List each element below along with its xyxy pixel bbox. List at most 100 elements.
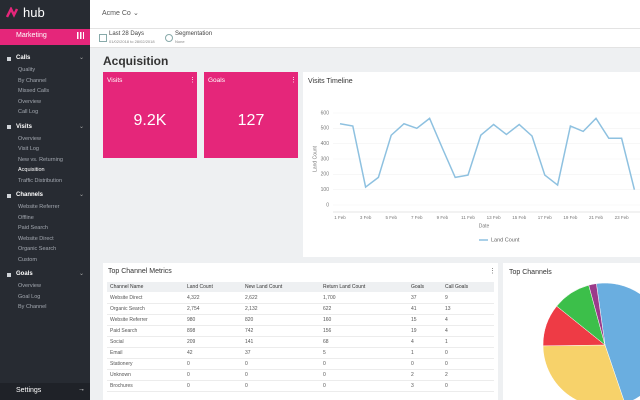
- x-tick-label: 3 Feb: [360, 215, 372, 220]
- x-axis-label: Date: [479, 223, 490, 229]
- nav-item[interactable]: Missed Calls: [18, 88, 50, 94]
- table-cell: 68: [323, 339, 329, 345]
- nav-item[interactable]: Website Direct: [18, 235, 54, 242]
- table-cell: 0: [411, 361, 414, 367]
- segmentation[interactable]: Segmentation: [175, 31, 213, 37]
- table-cell: 2: [445, 372, 448, 378]
- table-cell: 41: [411, 306, 417, 312]
- nav-item[interactable]: Visit Log: [18, 146, 39, 152]
- table-cell: 2: [411, 372, 414, 378]
- nav-item[interactable]: By Channel: [18, 77, 47, 84]
- table-cell: 37: [245, 350, 251, 356]
- page-title: Acquisition: [103, 54, 169, 68]
- x-tick-label: 21 Feb: [589, 215, 604, 220]
- menu-icon[interactable]: ⋮: [489, 268, 496, 275]
- table-cell: 19: [411, 328, 417, 334]
- x-tick-label: 17 Feb: [538, 215, 553, 220]
- pie-panel: Top Channels: [503, 263, 640, 400]
- menu-icon[interactable]: ⋮: [290, 77, 297, 84]
- brand: hub: [23, 5, 45, 20]
- y-axis-label: Land Count: [312, 145, 318, 171]
- settings-bar[interactable]: Settings →: [0, 383, 90, 400]
- nav-item[interactable]: Overview: [18, 135, 41, 142]
- table-cell: 4: [445, 328, 448, 334]
- nav-item[interactable]: Offline: [18, 214, 34, 221]
- top-bar: Acme Co ⌄: [90, 0, 640, 29]
- account[interactable]: Acme Co: [102, 10, 131, 17]
- nav-item[interactable]: Organic Search: [18, 246, 57, 252]
- table-title: Top Channel Metrics: [108, 268, 172, 275]
- table-cell: 160: [323, 317, 332, 323]
- x-tick-label: 1 Feb: [334, 215, 346, 220]
- chevron: ⌄: [79, 192, 85, 198]
- stat-card: Goals ⋮ 127: [204, 72, 298, 158]
- pie-chart: Top Channels: [509, 269, 640, 400]
- pie-slice: [588, 283, 606, 346]
- chevron: ⌄: [79, 123, 85, 130]
- table-cell: 9: [445, 295, 448, 301]
- x-tick-label: 13 Feb: [487, 215, 502, 220]
- group-title[interactable]: Goals: [16, 271, 33, 277]
- row-border: [107, 314, 494, 315]
- caret: ⌄: [133, 10, 139, 17]
- nav-item[interactable]: Acquisition: [18, 167, 45, 173]
- table-header-bg: [107, 282, 494, 292]
- nav-item[interactable]: Custom: [18, 256, 37, 263]
- table-cell: Paid Search: [110, 328, 138, 334]
- section-bar[interactable]: Marketing: [0, 29, 90, 45]
- line-series: [339, 117, 636, 190]
- nav-item[interactable]: New vs. Returning: [18, 156, 63, 163]
- table-cell: 0: [245, 372, 248, 378]
- table-cell: 1,700: [323, 295, 336, 301]
- table-cell: 0: [445, 383, 448, 389]
- nav-item[interactable]: Quality: [18, 67, 36, 73]
- table-cell: 820: [245, 317, 254, 323]
- table-cell: 0: [323, 361, 326, 367]
- segmentation-value: None: [175, 39, 185, 44]
- card-value: 9.2K: [133, 112, 167, 129]
- row-border: [107, 303, 494, 304]
- nav-item[interactable]: Overview: [18, 283, 41, 289]
- pie-slice: [596, 282, 640, 400]
- nav-item[interactable]: Goal Log: [18, 293, 41, 300]
- table-cell: 0: [245, 383, 248, 389]
- stat-card: Visits ⋮ 9.2K: [103, 72, 197, 158]
- row-border: [107, 369, 494, 370]
- nav-item[interactable]: Website Referrer: [18, 204, 60, 210]
- table-cell: 980: [187, 317, 196, 323]
- x-tick-label: 15 Feb: [512, 215, 527, 220]
- range-dates: 01/02/2018 to 28/02/2018: [109, 39, 155, 44]
- timeline-chart: Visits Timeline 0 100 200 300 400 500 600 1 Feb 3…: [308, 78, 640, 243]
- table-cell: 4: [445, 317, 448, 323]
- group-title[interactable]: Visits: [16, 123, 32, 130]
- table-cell: 37: [411, 295, 417, 301]
- group-title[interactable]: Calls: [16, 55, 31, 61]
- table-cell: 0: [445, 350, 448, 356]
- row-border: [107, 347, 494, 348]
- nav-item[interactable]: Overview: [18, 98, 41, 105]
- y-tick-label: 300: [321, 156, 330, 162]
- group-title[interactable]: Channels: [16, 192, 44, 198]
- logo-icon: [6, 7, 19, 18]
- row-border: [107, 325, 494, 326]
- nav-item[interactable]: Traffic Distribution: [18, 177, 63, 184]
- square-icon: [7, 272, 11, 277]
- table-cell: 742: [245, 328, 254, 334]
- row-border: [107, 358, 494, 359]
- table-cell: 5: [323, 350, 326, 356]
- section-label: Marketing: [16, 32, 47, 39]
- table-cell: 0: [187, 383, 190, 389]
- column-header: Return Land Count: [323, 284, 366, 290]
- nav-item[interactable]: Call Log: [18, 109, 39, 115]
- nav-item[interactable]: Paid Search: [18, 225, 48, 231]
- menu-icon[interactable]: ⋮: [189, 77, 196, 84]
- table-cell: 42: [187, 350, 193, 356]
- chevron: ⌄: [79, 55, 85, 61]
- table-cell: 3: [411, 383, 414, 389]
- filter-bar: Last 28 Days 01/02/2018 to 28/02/2018 Se…: [90, 29, 640, 48]
- nav-item[interactable]: By Channel: [18, 304, 47, 310]
- card-label: Goals: [208, 77, 225, 84]
- range[interactable]: Last 28 Days: [109, 31, 145, 37]
- x-tick-label: 23 Feb: [615, 215, 630, 220]
- x-tick-label: 7 Feb: [411, 215, 423, 220]
